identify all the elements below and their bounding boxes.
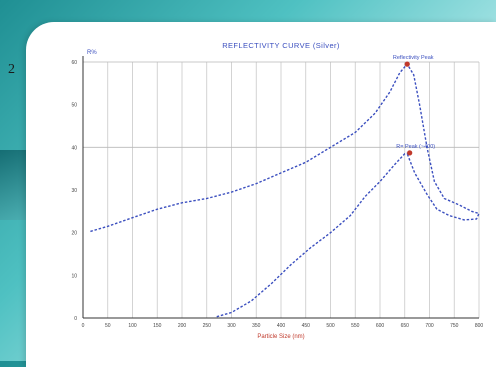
y-tick-label: 20 bbox=[71, 231, 77, 237]
x-tick-label: 800 bbox=[475, 323, 484, 329]
x-tick-label: 750 bbox=[450, 323, 459, 329]
reflectivity-chart: 0 50 100 150 200 250 300 350 400 450 500 550 600 650 7… bbox=[71, 41, 483, 340]
x-tick-label: 550 bbox=[351, 323, 360, 329]
chart-labels: 0 50 100 150 200 250 300 350 400 450 500 550 600 650 7… bbox=[71, 41, 483, 340]
x-tick-label: 500 bbox=[326, 323, 335, 329]
y-tick-label: 0 bbox=[74, 316, 77, 322]
x-tick-label: 150 bbox=[153, 323, 162, 329]
annotation-label: Reflectivity Peak bbox=[393, 55, 434, 61]
chart-card: 0 50 100 150 200 250 300 350 400 450 500 550 600 650 7… bbox=[26, 22, 496, 367]
y-tick-label: 10 bbox=[71, 273, 77, 279]
series-line-2 bbox=[216, 152, 410, 318]
annotation-label: R= Peak (~400) bbox=[396, 144, 435, 150]
x-tick-label: 400 bbox=[277, 323, 286, 329]
x-tick-label: 200 bbox=[178, 323, 187, 329]
x-tick-label: 300 bbox=[227, 323, 236, 329]
x-tick-label: 650 bbox=[401, 323, 410, 329]
peak-marker bbox=[404, 61, 410, 67]
y-tick-label: 30 bbox=[71, 188, 77, 194]
page-number: 2 bbox=[8, 62, 15, 77]
x-tick-label: 50 bbox=[105, 323, 111, 329]
x-tick-label: 600 bbox=[376, 323, 385, 329]
x-tick-label: 100 bbox=[128, 323, 137, 329]
x-tick-label: 350 bbox=[252, 323, 261, 329]
y-axis-label: R% bbox=[87, 50, 97, 56]
chart-title: REFLECTIVITY CURVE (Silver) bbox=[222, 41, 340, 50]
axes bbox=[82, 56, 479, 319]
y-tick-label: 60 bbox=[71, 60, 77, 66]
x-tick-label: 250 bbox=[203, 323, 212, 329]
y-tick-label: 50 bbox=[71, 103, 77, 109]
x-tick-label: 0 bbox=[82, 323, 85, 329]
y-tick-label: 40 bbox=[71, 145, 77, 151]
x-tick-label: 450 bbox=[302, 323, 311, 329]
data-series bbox=[90, 61, 480, 318]
x-axis-label: Particle Size (nm) bbox=[257, 334, 304, 340]
x-tick-label: 700 bbox=[425, 323, 434, 329]
grid-lines bbox=[83, 61, 480, 318]
peak-marker bbox=[407, 150, 413, 156]
